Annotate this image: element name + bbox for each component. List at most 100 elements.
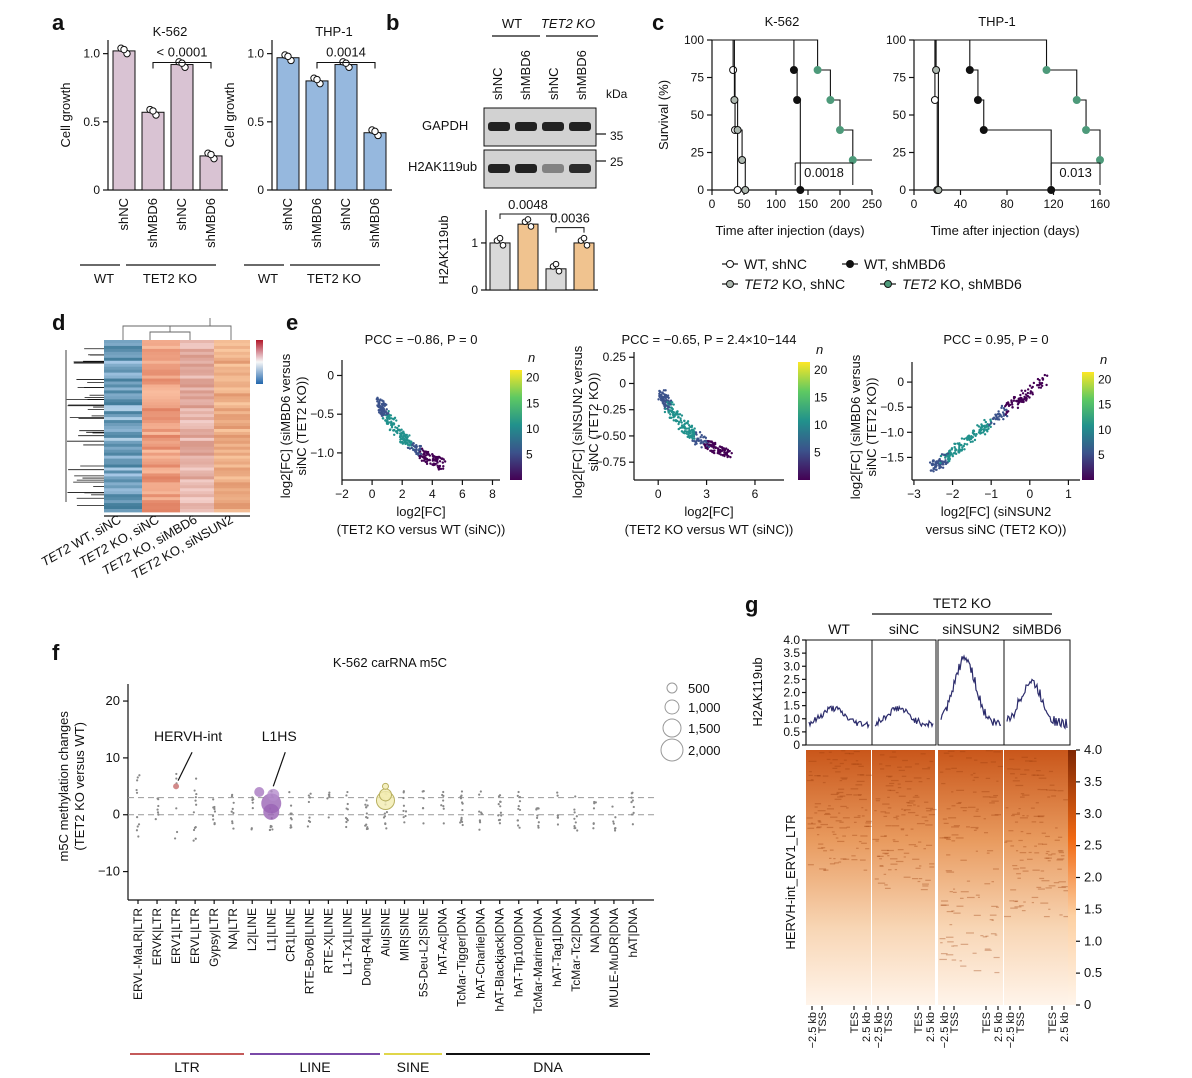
b-dot — [527, 223, 535, 230]
e-point — [726, 454, 729, 457]
g-heatmap-texture — [941, 782, 946, 785]
g-heatmap-texture — [946, 808, 951, 810]
g-heatmap-texture — [946, 854, 951, 856]
g-heatmap-texture — [1048, 854, 1053, 856]
d-cell — [104, 408, 142, 412]
g-heatmap-texture — [1031, 821, 1037, 823]
c-sig-bracket — [794, 162, 854, 185]
g-heatmap-texture — [890, 858, 898, 860]
d-cell — [180, 411, 214, 415]
g-x-tick-label: TES — [913, 1012, 925, 1033]
e-point — [692, 434, 696, 437]
f-point — [231, 807, 234, 810]
g-heatmap-texture — [1048, 885, 1056, 887]
f-category-label: MULE-MuDR|DNA — [607, 908, 621, 1008]
g-heatmap-texture — [1036, 774, 1045, 776]
f-point — [630, 796, 633, 799]
g-heatmap-y-label: HERVH-int_ERV1_LTR — [783, 814, 798, 949]
e-point — [983, 433, 987, 436]
g-heatmap-texture — [835, 837, 839, 839]
g-x-tick-label: −2.5 kb — [873, 1012, 885, 1048]
c-point — [793, 96, 802, 104]
e-point — [939, 461, 942, 465]
e-point — [419, 452, 423, 456]
c-point — [848, 156, 857, 164]
d-cell — [214, 500, 250, 504]
e-point — [1005, 414, 1009, 418]
f-point — [270, 825, 273, 828]
f-point — [516, 819, 519, 822]
d-cell — [214, 440, 250, 445]
e-point — [392, 423, 396, 426]
g-heatmap-texture — [918, 781, 923, 783]
d-cell — [104, 476, 142, 480]
g-heatmap-texture — [953, 945, 958, 947]
e-y-tick-label: 0 — [619, 376, 626, 390]
f-point — [175, 777, 178, 780]
f-point — [402, 816, 405, 819]
e-y-tick-label: −1.0 — [310, 446, 334, 460]
e-x-tick-label: 2 — [399, 487, 406, 501]
a-bar — [276, 57, 300, 191]
c-subplot-title: K-562 — [765, 14, 800, 29]
g-heatmap-texture — [1034, 757, 1037, 759]
d-cell — [142, 494, 180, 498]
d-cell — [214, 497, 250, 501]
g-heatmap-texture — [982, 796, 991, 798]
f-size-legend-marker — [662, 718, 682, 738]
g-heatmap-texture — [848, 753, 855, 755]
e-point — [387, 409, 390, 413]
g-heatmap-texture — [838, 861, 842, 863]
g-colorbar-label: 4.0 — [1084, 742, 1102, 757]
g-heatmap-texture — [977, 896, 980, 898]
g-heatmap-texture — [829, 762, 833, 764]
c-point — [934, 186, 943, 194]
e-point — [675, 420, 678, 423]
f-point — [573, 825, 576, 828]
g-heatmap-texture — [853, 794, 857, 796]
d-cell — [214, 340, 250, 344]
g-heatmap-texture — [973, 970, 982, 972]
g-heatmap-texture — [839, 795, 846, 797]
e-point — [419, 455, 422, 458]
g-heatmap-texture — [956, 770, 963, 773]
d-cell — [104, 473, 142, 477]
d-cell — [180, 446, 214, 451]
c-x-label: Time after injection (days) — [715, 223, 864, 238]
e-point — [683, 422, 687, 425]
e-point — [1040, 381, 1044, 385]
d-cell — [180, 366, 214, 371]
g-heatmap-texture — [855, 760, 859, 762]
e-point — [980, 423, 983, 426]
f-point — [478, 821, 482, 824]
g-heatmap-texture — [986, 852, 990, 854]
d-cell — [104, 342, 142, 347]
g-heatmap-texture — [913, 804, 916, 806]
g-heatmap-texture — [1036, 770, 1041, 772]
e-point — [688, 429, 691, 432]
c-sig-bracket — [1050, 162, 1101, 185]
e-x-label: log2[FC] — [396, 504, 445, 519]
f-point — [135, 816, 139, 819]
a-x-tick-label: shNC — [280, 198, 295, 231]
e-point — [990, 421, 993, 425]
g-heatmap-texture — [1026, 832, 1032, 835]
g-heatmap-texture — [942, 837, 948, 839]
e-point — [1026, 388, 1030, 391]
d-cell — [142, 443, 180, 448]
e-point — [722, 447, 726, 450]
e-point — [400, 433, 403, 436]
e-point — [932, 470, 935, 473]
e-point — [1040, 384, 1044, 388]
g-heatmap-texture — [1012, 813, 1020, 815]
g-heatmap-texture — [841, 750, 846, 752]
c-y-label: Survival (%) — [656, 80, 671, 150]
g-heatmap-texture — [865, 822, 872, 824]
f-point — [574, 826, 577, 830]
b-band — [488, 122, 510, 131]
g-heatmap-texture — [897, 783, 901, 785]
g-heatmap-texture — [920, 753, 926, 755]
a-x-tick-label: shNC — [174, 198, 189, 231]
d-cell — [142, 473, 180, 477]
